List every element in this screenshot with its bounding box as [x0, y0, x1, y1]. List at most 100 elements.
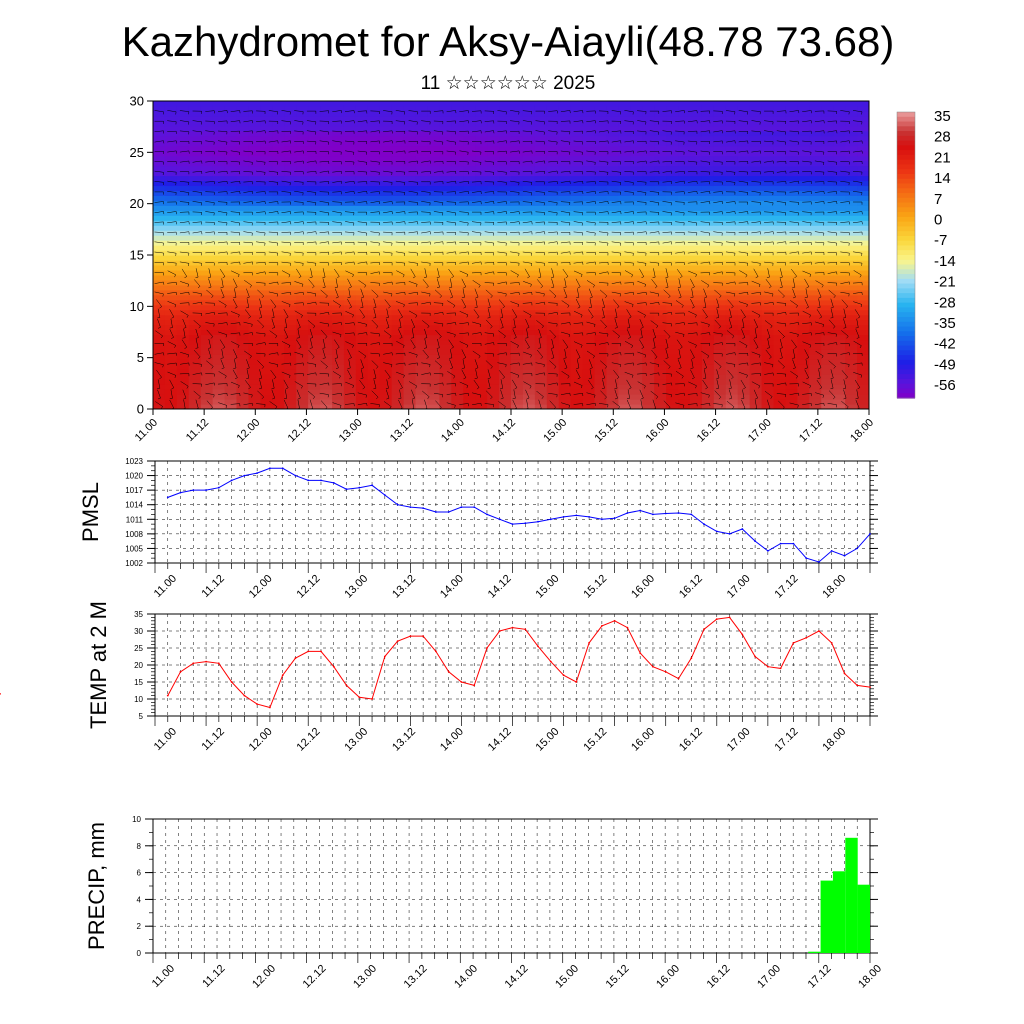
- heatmap-cell: [809, 334, 822, 341]
- heatmap-cell: [475, 309, 488, 316]
- heatmap-cell: [308, 180, 321, 187]
- heatmap-cell: [475, 389, 488, 395]
- heatmap-cell: [463, 269, 476, 276]
- wind-barb: [383, 352, 393, 356]
- heatmap-cell: [606, 170, 619, 177]
- wind-barb: [358, 280, 367, 288]
- heatmap-cell: [534, 274, 548, 281]
- heatmap-cell: [427, 379, 440, 385]
- heatmap-cell: [236, 155, 250, 162]
- heatmap-cell: [200, 284, 214, 291]
- heatmap-cell: [451, 329, 464, 336]
- heatmap-cell: [558, 274, 572, 281]
- heatmap-cell: [701, 125, 715, 132]
- heatmap-cell: [200, 389, 214, 395]
- heatmap-cell: [701, 135, 715, 142]
- wind-barb: [268, 352, 279, 356]
- heatmap-cell: [809, 215, 822, 221]
- heatmap-cell: [439, 190, 452, 196]
- heatmap-cell: [761, 165, 775, 172]
- wind-barb: [484, 110, 494, 115]
- wind-barb: [422, 349, 429, 359]
- heatmap-cell: [534, 349, 548, 355]
- heatmap-cell: [713, 165, 727, 172]
- heatmap-cell: [511, 389, 524, 395]
- wind-barb: [662, 373, 672, 377]
- wind-barb: [624, 110, 634, 115]
- heatmap-cell: [618, 279, 631, 286]
- heatmap-cell: [379, 180, 393, 187]
- wind-barb: [192, 291, 202, 297]
- heatmap-cell: [630, 120, 643, 127]
- wind-barb: [484, 231, 494, 236]
- heatmap-cell: [546, 309, 560, 316]
- heatmap-cell: [343, 230, 357, 236]
- heatmap-cell: [701, 235, 715, 241]
- wind-barb: [433, 201, 444, 206]
- heatmap-cell: [296, 170, 309, 177]
- heatmap-cell: [320, 245, 333, 251]
- heatmap-cell: [164, 284, 178, 291]
- wind-barb: [193, 320, 201, 329]
- wind-barb: [332, 331, 342, 338]
- heatmap-cell: [343, 125, 357, 132]
- wind-barb: [205, 130, 215, 135]
- heatmap-cell: [367, 115, 381, 122]
- heatmap-cell: [403, 200, 417, 206]
- heatmap-cell: [308, 329, 321, 336]
- heatmap-cell: [618, 394, 631, 400]
- heatmap-cell: [212, 120, 226, 127]
- heatmap-cell: [439, 284, 452, 291]
- heatmap-cell: [582, 399, 596, 405]
- heatmap-cell: [511, 160, 524, 167]
- wind-barb: [472, 392, 482, 398]
- heatmap-cell: [439, 165, 452, 172]
- heatmap-cell: [749, 230, 763, 236]
- heatmap-cell: [296, 230, 309, 236]
- heatmap-cell: [499, 101, 512, 107]
- wind-barb: [371, 360, 379, 369]
- heatmap-cell: [475, 120, 488, 127]
- heatmap-cell: [403, 145, 417, 152]
- heatmap-cell: [403, 235, 417, 241]
- heatmap-cell: [833, 200, 846, 206]
- heatmap-cell: [761, 324, 775, 331]
- wind-barb: [373, 298, 377, 309]
- heatmap-cell: [343, 155, 357, 162]
- heatmap-cell: [582, 264, 596, 271]
- wind-barb: [611, 201, 622, 205]
- heatmap-cell: [570, 160, 584, 167]
- heatmap-cell: [439, 245, 452, 251]
- heatmap-cell: [522, 309, 536, 316]
- heatmap-cell: [785, 389, 798, 395]
- wind-barb: [551, 278, 555, 289]
- heatmap-cell: [833, 344, 846, 350]
- heatmap-cell: [570, 339, 584, 346]
- heatmap-cell: [332, 289, 345, 296]
- heatmap-cell: [176, 110, 190, 117]
- wind-barb: [411, 328, 415, 339]
- heatmap-cell: [176, 200, 190, 206]
- wind-barb: [560, 211, 571, 216]
- heatmap-cell: [176, 349, 190, 355]
- wind-barb: [523, 381, 532, 389]
- wind-barb: [398, 318, 402, 329]
- heatmap-cell: [415, 384, 429, 390]
- heatmap-cell: [343, 215, 357, 221]
- heatmap-cell: [701, 264, 715, 271]
- wind-barb: [179, 362, 190, 366]
- heatmap-cell: [367, 180, 381, 187]
- heatmap-cell: [845, 384, 858, 390]
- heatmap-cell: [212, 364, 226, 370]
- heatmap-cell: [534, 379, 548, 385]
- heatmap-cell: [690, 160, 703, 167]
- heatmap-cell: [343, 304, 357, 311]
- heatmap-cell: [272, 250, 285, 256]
- heatmap-cell: [153, 225, 166, 231]
- heatmap-cell: [403, 165, 417, 172]
- heatmap-cell: [857, 160, 869, 167]
- heatmap-cell: [343, 374, 357, 380]
- heatmap-cell: [320, 384, 333, 390]
- heatmap-cell: [594, 240, 608, 246]
- heatmap-cell: [200, 215, 214, 221]
